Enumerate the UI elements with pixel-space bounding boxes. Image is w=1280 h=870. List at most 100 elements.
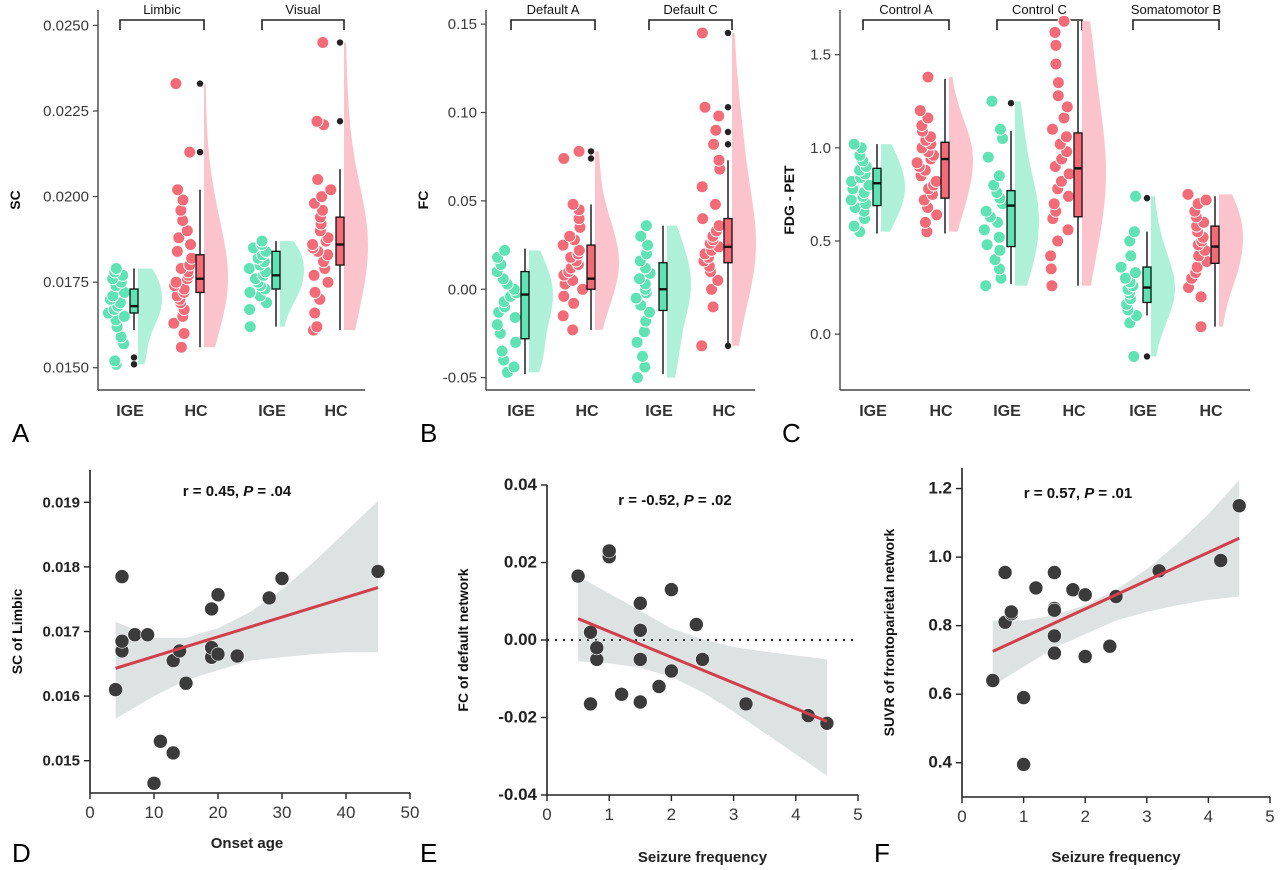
x-tick-label: 0 [85,803,94,822]
data-point-hc [310,114,324,128]
scatter-point [664,582,679,597]
data-point-hc [1045,279,1059,293]
group-label: Limbic [143,2,181,17]
x-tick-label: 3 [729,805,738,824]
y-tick-label: 1.0 [810,140,831,157]
data-point-ige [1114,260,1128,274]
x-category-label: IGE [993,403,1021,420]
data-point-hc [170,244,184,258]
scatter-point [601,543,617,559]
correlation-annotation: r = 0.45, P = .04 [183,483,292,500]
outlier-point [1007,99,1015,107]
data-point-hc [567,296,581,310]
data-point-hc [167,316,181,330]
scatter-point [140,627,155,643]
group-bracket [261,19,345,30]
data-point-hc [705,282,719,296]
group-label: Visual [285,2,320,17]
scatter-point [1231,498,1247,514]
data-point-ige [638,360,652,374]
box-iqr [520,270,530,340]
y-tick-label: 0.0150 [43,360,89,377]
data-point-ige [255,234,269,248]
scatter-point [210,587,226,603]
data-point-ige [498,243,512,257]
x-tick-label: 1 [1019,807,1028,826]
x-tick-label: 3 [1142,807,1151,826]
data-point-hc [572,243,586,257]
x-category-label: HC [575,403,599,420]
group-label: Default A [527,2,580,17]
violin-hc [595,151,619,330]
outlier-point [130,361,138,368]
stat-prefix: r = -0.52, [618,492,683,509]
data-point-hc [324,183,338,197]
data-point-ige [847,137,861,151]
data-point-ige [634,229,648,243]
y-axis-label: FC of default network [455,568,471,711]
data-point-hc [557,152,571,165]
violin-hc [1219,194,1243,327]
scatter-point [651,679,667,694]
data-point-ige [632,272,646,286]
data-point-ige [509,335,523,349]
data-point-ige [242,262,256,275]
x-tick-label: 50 [401,803,420,822]
data-point-hc [557,289,571,303]
regression-line [992,536,1240,653]
data-point-hc [563,229,577,243]
data-point-hc [1057,111,1071,125]
data-point-hc [321,275,335,289]
y-tick-label: 0.5 [810,233,831,250]
data-point-hc [556,238,570,252]
y-tick-label: 0.10 [448,105,477,122]
stat-prefix: r = 0.57, [1024,485,1084,502]
scatter-point [688,617,704,632]
data-point-hc [1060,100,1074,114]
x-axis-label: Onset age [211,835,284,852]
outlier-point [587,148,595,155]
data-point-hc [1055,174,1068,188]
box-iqr [1210,225,1220,264]
data-point-hc [1049,57,1063,71]
group-label: Control A [879,2,933,17]
scatter-point [114,569,130,584]
data-point-hc [712,109,726,123]
x-tick-label: 20 [209,803,228,822]
x-category-label: HC [324,403,348,420]
scatter-point [114,633,130,649]
y-axis-label: FDG - PET [781,165,797,235]
confidence-band [992,480,1240,686]
y-tick-label: 0.019 [42,494,80,511]
x-tick-label: 4 [791,805,800,824]
data-point-hc [706,300,720,314]
x-tick-label: 30 [273,803,292,822]
scatter-point [1213,553,1228,568]
data-point-hc [696,212,710,226]
data-point-ige [979,204,993,218]
panel-letter: D [12,838,31,868]
y-tick-label: 1.5 [810,47,831,64]
data-point-ige [993,122,1007,136]
data-point-hc [1044,262,1058,276]
y-axis-label: SUVR of frontoparietal network [881,528,897,736]
y-tick-label: 0.0225 [43,103,89,120]
data-point-hc [1061,223,1075,237]
x-tick-label: 0 [957,807,966,826]
y-tick-label: 0.8 [928,616,952,635]
data-point-hc [1194,320,1208,334]
data-point-hc [918,215,932,229]
violin-ige [1015,101,1039,286]
data-point-hc [698,100,712,114]
panel-f: 0.4 0.6 0.8 1.0 1.2 0 1 2 3 4 5 Seizure frequency SU… [874,468,1275,868]
scatter-point [274,571,290,586]
x-axis-label: Seizure frequency [638,849,768,866]
y-axis-label: SC [7,190,23,209]
stat-suffix: = .04 [253,483,292,500]
x-tick-label: 2 [1080,807,1089,826]
correlation-annotation: r = 0.57, P = .01 [1024,485,1132,502]
panel-letter: A [12,418,30,448]
stat-suffix: = .02 [694,492,732,509]
data-point-hc [712,153,726,167]
data-point-ige [1124,249,1138,263]
